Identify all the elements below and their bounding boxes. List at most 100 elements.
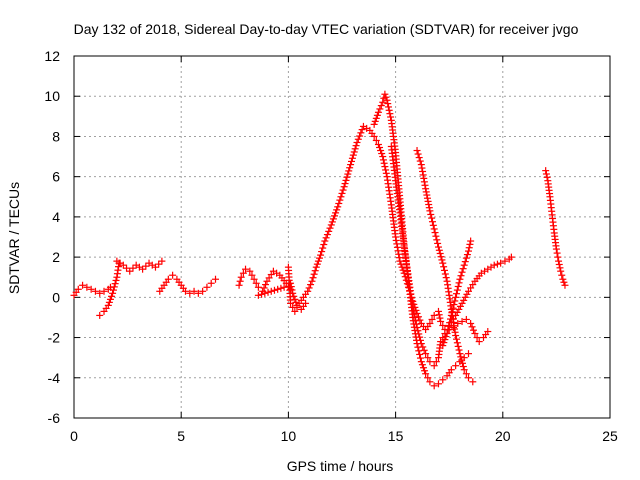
data-point-interp (354, 135, 362, 143)
data-point (426, 378, 434, 386)
data-point-interp (376, 105, 384, 113)
data-point (462, 315, 470, 323)
data-point-interp (418, 164, 426, 172)
data-point-interp (332, 209, 340, 217)
data-point-interp (453, 286, 461, 294)
y-tick-label: 2 (52, 249, 60, 265)
data-point-interp (453, 339, 461, 347)
data-point (430, 362, 438, 370)
data-point (392, 233, 400, 241)
data-point-interp (454, 282, 462, 290)
data-point (379, 98, 387, 106)
data-point-interp (416, 336, 424, 344)
data-point (291, 307, 299, 315)
data-point (422, 185, 430, 193)
data-point-interp (262, 281, 270, 289)
data-point-interp (416, 157, 424, 165)
data-point-interp (348, 154, 356, 162)
data-point-interp (351, 145, 359, 153)
data-point-interp (290, 292, 298, 300)
data-point-interp (459, 265, 467, 273)
data-point (96, 311, 104, 319)
data-point (304, 287, 312, 295)
data-point (434, 243, 442, 251)
data-point-interp (352, 142, 360, 150)
data-point-interp (387, 113, 395, 121)
data-point-interp (445, 322, 453, 330)
data-point-interp (560, 278, 568, 286)
data-point-interp (310, 270, 318, 278)
data-point-interp (542, 170, 550, 178)
data-point (334, 203, 342, 211)
data-point-interp (357, 129, 365, 137)
y-tick-label: 4 (52, 209, 60, 225)
data-point (452, 362, 460, 370)
data-point (460, 261, 468, 269)
data-point (447, 366, 455, 374)
data-point (417, 161, 425, 169)
data-point (469, 378, 477, 386)
data-point-interp (292, 298, 300, 306)
data-point-interp (556, 264, 564, 272)
data-point-interp (455, 305, 463, 313)
data-point-interp (421, 367, 429, 375)
data-point (497, 259, 505, 267)
data-point-interp (311, 267, 319, 275)
y-axis-label: SDTVAR / TECUs (6, 182, 22, 294)
data-point-interp (458, 359, 466, 367)
data-point (426, 319, 434, 327)
data-point (434, 380, 442, 388)
data-point (254, 283, 262, 291)
data-point-interp (461, 293, 469, 301)
data-point-interp (333, 206, 341, 214)
data-point (542, 167, 550, 175)
data-point-interp (440, 339, 448, 347)
data-point-interp (425, 201, 433, 209)
data-point-interp (442, 274, 450, 282)
data-point (426, 358, 434, 366)
data-point-interp (342, 176, 350, 184)
data-point (447, 311, 455, 319)
data-point-interp (373, 111, 381, 119)
data-point (507, 253, 515, 261)
data-point (74, 285, 82, 293)
data-point (396, 257, 404, 265)
data-point-interp (385, 106, 393, 114)
data-point-interp (432, 232, 440, 240)
data-point-interp (264, 288, 272, 296)
data-point (237, 273, 245, 281)
data-point-interp (322, 234, 330, 242)
data-point-interp (416, 354, 424, 362)
data-point-interp (434, 239, 442, 247)
data-point (439, 259, 447, 267)
data-point-interp (435, 246, 443, 254)
data-point-interp (381, 163, 389, 171)
data-point-interp (424, 354, 432, 362)
data-point-interp (457, 353, 465, 361)
data-point (561, 281, 569, 289)
data-point (100, 287, 108, 295)
data-point (559, 275, 567, 283)
data-point-interp (350, 148, 358, 156)
data-point-interp (423, 194, 431, 202)
data-point-interp (436, 249, 444, 257)
data-point-interp (111, 280, 119, 288)
data-point-interp (319, 244, 327, 252)
data-point (475, 338, 483, 346)
data-point-interp (465, 244, 473, 252)
data-point-interp (463, 251, 471, 259)
data-point (467, 319, 475, 327)
data-point-interp (429, 221, 437, 229)
data-point-interp (432, 358, 440, 366)
data-point (186, 289, 194, 297)
data-point (347, 161, 355, 169)
data-point-interp (440, 263, 448, 271)
data-point-interp (394, 247, 402, 255)
data-point-interp (336, 196, 344, 204)
data-point (96, 289, 104, 297)
x-tick-label: 20 (495, 428, 511, 444)
data-point-interp (419, 167, 427, 175)
data-point-interp (428, 214, 436, 222)
y-tick-label: -4 (48, 370, 61, 386)
